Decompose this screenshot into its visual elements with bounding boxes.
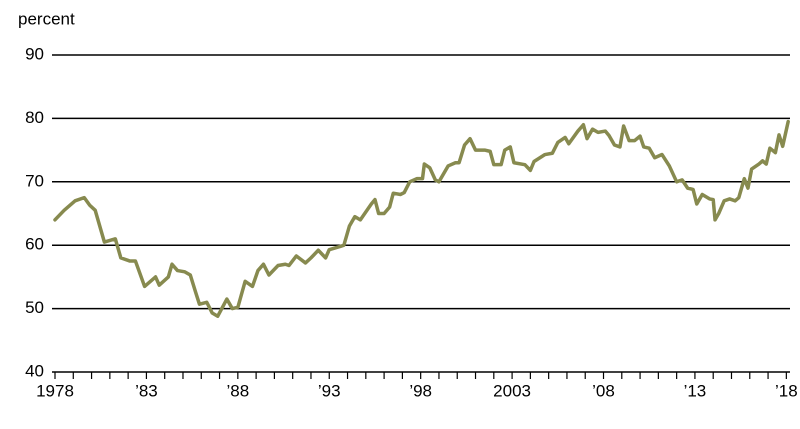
x-tick-label: ’88 — [226, 381, 249, 400]
data-line — [53, 119, 790, 318]
y-tick-label: 80 — [25, 108, 44, 127]
x-tick-label: ’93 — [318, 381, 341, 400]
x-tick-label: ’98 — [409, 381, 432, 400]
x-tick-label: ’83 — [135, 381, 158, 400]
x-tick-label: 2003 — [493, 381, 531, 400]
y-axis-label: percent — [18, 9, 75, 28]
x-tick-label: ’13 — [684, 381, 707, 400]
x-tick-label: ’08 — [592, 381, 615, 400]
y-tick-label: 50 — [25, 298, 44, 317]
y-tick-label: 70 — [25, 171, 44, 190]
y-tick-label: 90 — [25, 44, 44, 63]
y-tick-label: 60 — [25, 235, 44, 254]
x-tick-label: 1978 — [36, 381, 74, 400]
x-tick-label: ’18 — [775, 381, 798, 400]
y-tick-label: 40 — [25, 361, 44, 380]
